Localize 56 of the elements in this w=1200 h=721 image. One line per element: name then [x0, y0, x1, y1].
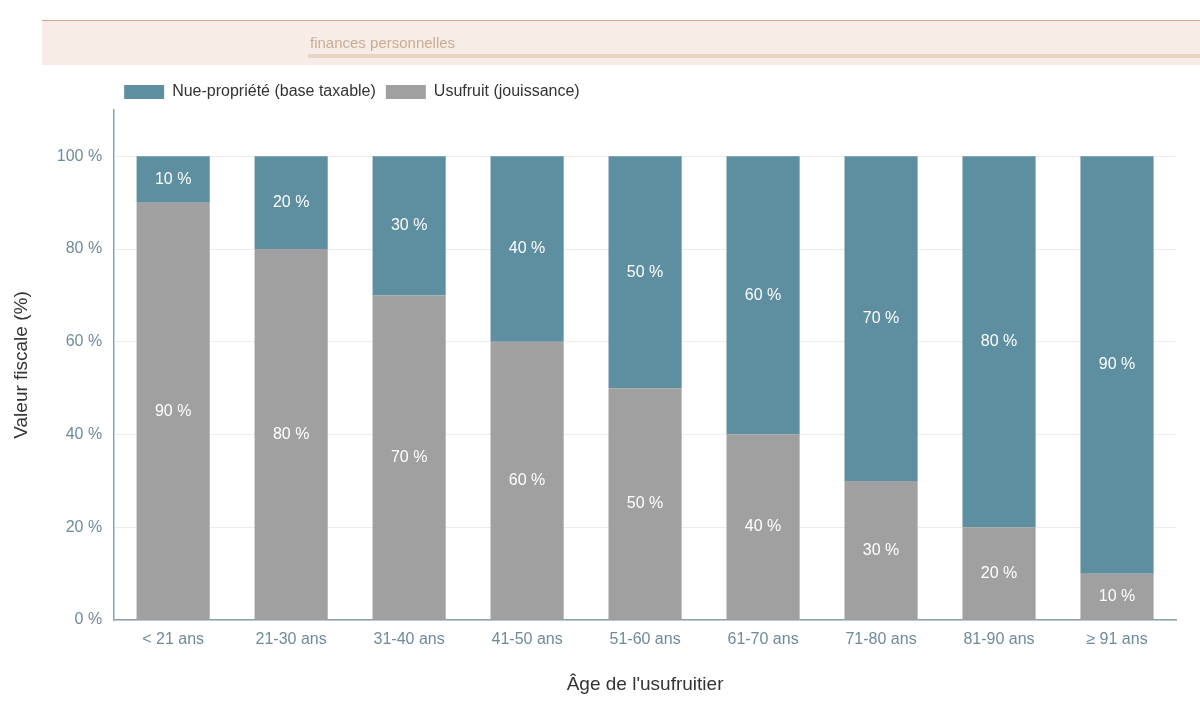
y-tick-label: 100 %	[56, 146, 103, 164]
data-label: 70 %	[862, 309, 900, 327]
bar	[1080, 156, 1154, 574]
legend-label: Nue-propriété (base taxable)	[172, 82, 376, 100]
x-axis-title: Âge de l'usufruitier	[566, 672, 725, 694]
y-tick-label: 20 %	[65, 517, 103, 535]
bar	[844, 480, 918, 620]
data-label: 10 %	[1098, 586, 1136, 604]
x-tick-label: ≥ 91 ans	[1086, 630, 1148, 648]
x-tick-label: 51-60 ans	[609, 630, 681, 648]
bar	[372, 156, 446, 296]
y-tick-label: 40 %	[65, 424, 103, 442]
bar	[1080, 573, 1154, 620]
data-label: 60 %	[508, 471, 546, 489]
y-tick-label: 80 %	[65, 239, 103, 257]
bar	[254, 156, 328, 250]
chart-subtitle: finances personnelles	[310, 34, 456, 51]
data-label: 80 %	[980, 332, 1018, 350]
bar	[962, 527, 1036, 620]
x-tick-label: 81-90 ans	[963, 630, 1035, 648]
data-label: 90 %	[1098, 355, 1136, 373]
data-label: 40 %	[508, 239, 546, 257]
y-axis-title: Valeur fiscale (%)	[9, 291, 31, 439]
data-label: 70 %	[390, 447, 428, 465]
data-label: 80 %	[272, 424, 310, 442]
data-label: 20 %	[980, 563, 1018, 581]
bar	[608, 388, 682, 620]
bar	[372, 295, 446, 620]
bar	[726, 434, 800, 620]
bar	[490, 156, 564, 342]
bar	[608, 156, 682, 389]
x-tick-label: 41-50 ans	[491, 630, 563, 648]
data-label: 60 %	[744, 285, 782, 303]
data-label: 40 %	[744, 517, 782, 535]
data-label: 50 %	[626, 494, 664, 512]
data-label: 50 %	[626, 262, 664, 280]
x-tick-label: 61-70 ans	[727, 630, 799, 648]
x-tick-label: 31-40 ans	[373, 630, 445, 648]
bar	[136, 202, 210, 620]
x-tick-label: 21-30 ans	[255, 630, 327, 648]
data-label: 30 %	[862, 540, 900, 558]
y-tick-label: 60 %	[65, 332, 103, 350]
x-tick-label: 71-80 ans	[845, 630, 917, 648]
legend-label: Usufruit (jouissance)	[433, 82, 580, 100]
bar	[254, 249, 328, 620]
data-label: 90 %	[154, 401, 192, 419]
data-label: 20 %	[272, 193, 310, 211]
y-tick-label: 0 %	[74, 610, 103, 628]
bar	[490, 341, 564, 620]
data-label: 10 %	[154, 169, 192, 187]
bar	[136, 156, 210, 203]
data-label: 30 %	[390, 216, 428, 234]
bar	[726, 156, 800, 435]
x-tick-label: < 21 ans	[142, 630, 205, 648]
bar	[962, 156, 1036, 528]
bar	[844, 156, 918, 481]
